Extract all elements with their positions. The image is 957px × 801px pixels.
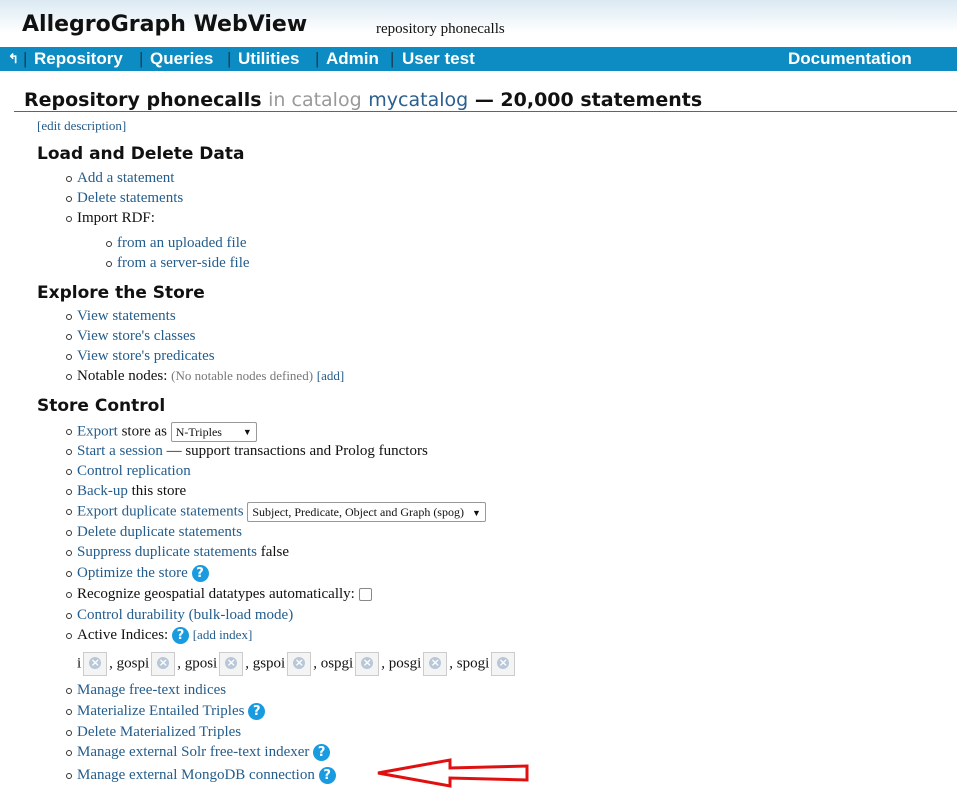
dup-mode-select[interactable]: Subject, Predicate, Object and Graph (sp…	[247, 502, 486, 522]
session-item: Start a session — support transactions a…	[66, 442, 428, 460]
materialize-item: Materialize Entailed Triples ?	[65, 702, 266, 721]
remove-index-icon[interactable]	[287, 652, 312, 676]
backup-text: this store	[131, 483, 187, 499]
help-icon[interactable]: ?	[171, 627, 189, 645]
index-name: gospi	[116, 655, 150, 672]
index-list: i, gospi, gposi, gspoi, ospgi, posgi, sp…	[77, 652, 517, 676]
mongo-link[interactable]: Manage external MongoDB connection	[77, 767, 315, 783]
view-statements-link[interactable]: View statements	[66, 308, 176, 324]
index-name: ospgi	[320, 655, 354, 672]
nav-admin[interactable]: Admin	[326, 49, 379, 68]
notable-label: Notable nodes:	[77, 368, 168, 384]
export-link[interactable]: Export	[77, 423, 118, 440]
index-name: spogi	[456, 655, 490, 672]
dropdown-arrow-icon: ▼	[471, 508, 481, 518]
section-explore: Explore the Store	[37, 283, 205, 303]
remove-index-icon[interactable]	[423, 652, 448, 676]
section-load: Load and Delete Data	[37, 144, 245, 164]
export-item: Export store as N-Triples ▼	[66, 422, 257, 442]
indices-label: Active Indices:	[77, 627, 169, 643]
nav-bar: ↰ | Repository | Queries | Utilities | A…	[0, 47, 957, 71]
remove-index-icon[interactable]	[491, 652, 516, 676]
nav-repository[interactable]: Repository	[34, 49, 123, 68]
export-format-value: N-Triples	[175, 425, 222, 439]
add-statement-link[interactable]: Add a statement	[65, 170, 175, 186]
statement-count: — 20,000 statements	[474, 89, 703, 111]
durability-link[interactable]: Control durability (bulk-load mode)	[65, 607, 294, 623]
remove-index-icon[interactable]	[355, 652, 380, 676]
export-dup-item: Export duplicate statements Subject, Pre…	[66, 502, 486, 522]
replication-link[interactable]: Control replication	[66, 463, 191, 479]
geospatial-item: Recognize geospatial datatypes automatic…	[66, 585, 372, 603]
dup-mode-value: Subject, Predicate, Object and Graph (sp…	[252, 505, 464, 519]
help-icon[interactable]: ?	[191, 565, 209, 583]
help-icon[interactable]: ?	[313, 744, 331, 762]
export-dup-link[interactable]: Export duplicate statements	[77, 503, 244, 520]
export-text: store as	[121, 423, 167, 440]
app-title: AllegroGraph WebView	[22, 12, 308, 37]
divider	[14, 111, 957, 112]
materialize-link[interactable]: Materialize Entailed Triples	[77, 703, 245, 719]
view-predicates-link[interactable]: View store's predicates	[66, 348, 215, 364]
remove-index-icon[interactable]	[151, 652, 176, 676]
notable-note: (No notable nodes defined)	[171, 368, 314, 383]
backup-link[interactable]: Back-up	[77, 483, 128, 499]
delete-materialized-link[interactable]: Delete Materialized Triples	[65, 724, 242, 740]
nav-utilities[interactable]: Utilities	[238, 49, 300, 68]
backup-item: Back-up this store	[65, 482, 187, 500]
add-index-link[interactable]: [add index]	[192, 627, 253, 642]
catalog-link[interactable]: mycatalog	[368, 89, 469, 111]
remove-index-icon[interactable]	[219, 652, 244, 676]
red-arrow-annotation	[377, 758, 529, 788]
back-arrow-icon[interactable]: ↰	[8, 51, 19, 66]
help-icon[interactable]: ?	[318, 767, 336, 785]
suppress-dup-item: Suppress duplicate statements false	[65, 543, 290, 561]
import-rdf-label: Import RDF:	[66, 210, 155, 226]
session-link[interactable]: Start a session	[77, 443, 163, 459]
edit-description-link[interactable]: [edit description]	[37, 118, 127, 133]
import-uploaded-link[interactable]: from an uploaded file	[106, 235, 247, 251]
add-notable-link[interactable]: [add]	[316, 368, 345, 383]
section-control: Store Control	[37, 396, 166, 416]
nav-queries[interactable]: Queries	[150, 49, 214, 68]
remove-index-icon[interactable]	[83, 652, 108, 676]
optimize-item: Optimize the store ?	[66, 564, 209, 583]
index-name: posgi	[388, 655, 422, 672]
header: AllegroGraph WebView repository phonecal…	[0, 0, 957, 47]
page-title: Repository phonecalls in catalog mycatal…	[24, 89, 702, 111]
import-server-link[interactable]: from a server-side file	[106, 255, 250, 271]
index-name: gposi	[184, 655, 218, 672]
suppress-value: false	[260, 544, 290, 560]
optimize-link[interactable]: Optimize the store	[77, 565, 188, 581]
mongo-item: Manage external MongoDB connection ?	[66, 766, 336, 785]
geospatial-label: Recognize geospatial datatypes automatic…	[77, 586, 355, 602]
geospatial-checkbox[interactable]	[358, 588, 372, 602]
nav-user[interactable]: User test	[402, 49, 475, 68]
index-name: i	[77, 655, 82, 672]
delete-dup-link[interactable]: Delete duplicate statements	[66, 524, 242, 540]
help-icon[interactable]: ?	[248, 703, 266, 721]
dropdown-arrow-icon: ▼	[242, 427, 252, 437]
freetext-link[interactable]: Manage free-text indices	[65, 682, 227, 698]
indices-item: Active Indices: ? [add index]	[65, 626, 253, 645]
solr-link[interactable]: Manage external Solr free-text indexer	[77, 744, 310, 760]
in-catalog-label: in catalog	[268, 89, 362, 111]
index-name: gspoi	[252, 655, 286, 672]
view-classes-link[interactable]: View store's classes	[65, 328, 196, 344]
session-text: — support transactions and Prolog functo…	[166, 443, 428, 459]
nav-documentation[interactable]: Documentation	[788, 49, 912, 68]
header-subtitle: repository phonecalls	[376, 21, 505, 37]
export-format-select[interactable]: N-Triples ▼	[170, 422, 257, 442]
suppress-dup-link[interactable]: Suppress duplicate statements	[77, 544, 257, 560]
notable-nodes: Notable nodes: (No notable nodes defined…	[65, 367, 345, 385]
delete-statements-link[interactable]: Delete statements	[65, 190, 184, 206]
solr-item: Manage external Solr free-text indexer ?	[65, 743, 331, 762]
repo-name: Repository phonecalls	[24, 89, 262, 111]
